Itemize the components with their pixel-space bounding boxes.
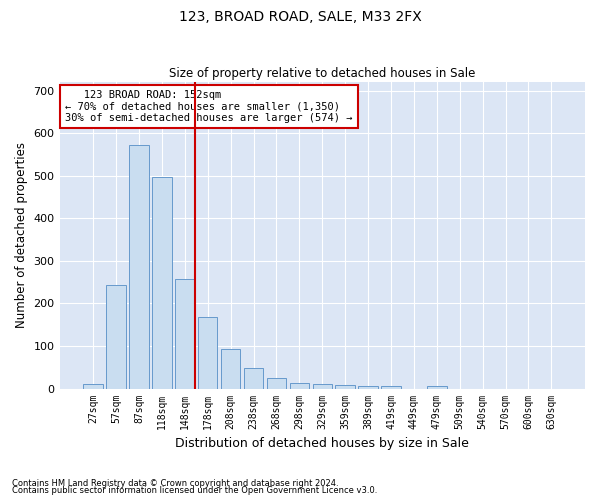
Bar xyxy=(267,378,286,388)
Text: Contains public sector information licensed under the Open Government Licence v3: Contains public sector information licen… xyxy=(12,486,377,495)
Y-axis label: Number of detached properties: Number of detached properties xyxy=(15,142,28,328)
Text: 123, BROAD ROAD, SALE, M33 2FX: 123, BROAD ROAD, SALE, M33 2FX xyxy=(179,10,421,24)
Title: Size of property relative to detached houses in Sale: Size of property relative to detached ho… xyxy=(169,66,475,80)
Bar xyxy=(335,385,355,388)
Bar xyxy=(106,285,126,389)
Text: Contains HM Land Registry data © Crown copyright and database right 2024.: Contains HM Land Registry data © Crown c… xyxy=(12,478,338,488)
Text: 123 BROAD ROAD: 152sqm
← 70% of detached houses are smaller (1,350)
30% of semi-: 123 BROAD ROAD: 152sqm ← 70% of detached… xyxy=(65,90,352,123)
Bar xyxy=(290,383,309,388)
Bar xyxy=(244,368,263,388)
Bar xyxy=(198,317,217,388)
Bar xyxy=(358,386,378,388)
Bar xyxy=(381,386,401,388)
Bar xyxy=(427,386,446,388)
Bar xyxy=(129,145,149,388)
Bar xyxy=(83,384,103,388)
Bar xyxy=(313,384,332,388)
Bar xyxy=(221,350,241,389)
X-axis label: Distribution of detached houses by size in Sale: Distribution of detached houses by size … xyxy=(175,437,469,450)
Bar xyxy=(175,278,194,388)
Bar xyxy=(152,176,172,388)
